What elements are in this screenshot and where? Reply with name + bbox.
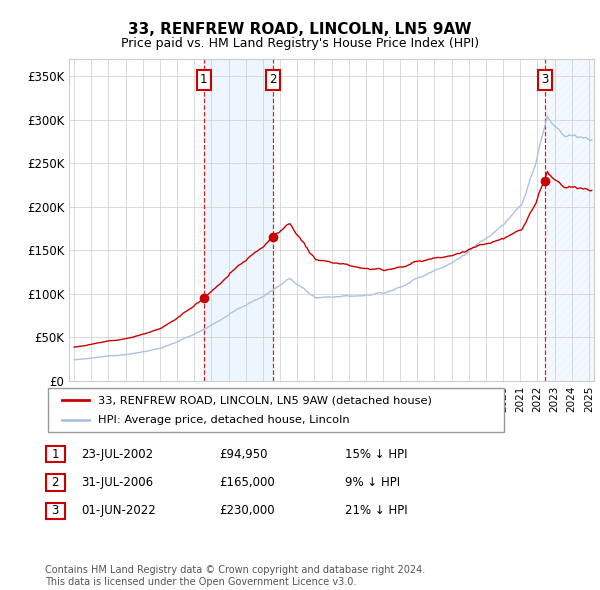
Text: 21% ↓ HPI: 21% ↓ HPI [345,504,407,517]
Text: 23-JUL-2002: 23-JUL-2002 [81,448,153,461]
Text: Contains HM Land Registry data © Crown copyright and database right 2024.
This d: Contains HM Land Registry data © Crown c… [45,565,425,587]
Text: £165,000: £165,000 [219,476,275,489]
Text: £94,950: £94,950 [219,448,268,461]
FancyBboxPatch shape [46,474,65,491]
Text: 33, RENFREW ROAD, LINCOLN, LN5 9AW (detached house): 33, RENFREW ROAD, LINCOLN, LN5 9AW (deta… [98,395,432,405]
Bar [203,59,273,381]
Text: 3: 3 [541,73,548,86]
FancyBboxPatch shape [46,503,65,519]
Text: HPI: Average price, detached house, Lincoln: HPI: Average price, detached house, Linc… [98,415,350,425]
Text: 2: 2 [52,476,59,489]
FancyBboxPatch shape [46,446,65,463]
Text: £230,000: £230,000 [219,504,275,517]
Text: 01-JUN-2022: 01-JUN-2022 [81,504,156,517]
Text: 9% ↓ HPI: 9% ↓ HPI [345,476,400,489]
Bar [545,59,594,381]
Text: 2: 2 [269,73,277,86]
Text: 1: 1 [200,73,208,86]
FancyBboxPatch shape [48,388,504,432]
Text: 1: 1 [52,448,59,461]
Text: 15% ↓ HPI: 15% ↓ HPI [345,448,407,461]
Text: 31-JUL-2006: 31-JUL-2006 [81,476,153,489]
Text: Price paid vs. HM Land Registry's House Price Index (HPI): Price paid vs. HM Land Registry's House … [121,37,479,50]
Text: 33, RENFREW ROAD, LINCOLN, LN5 9AW: 33, RENFREW ROAD, LINCOLN, LN5 9AW [128,22,472,37]
Text: 3: 3 [52,504,59,517]
